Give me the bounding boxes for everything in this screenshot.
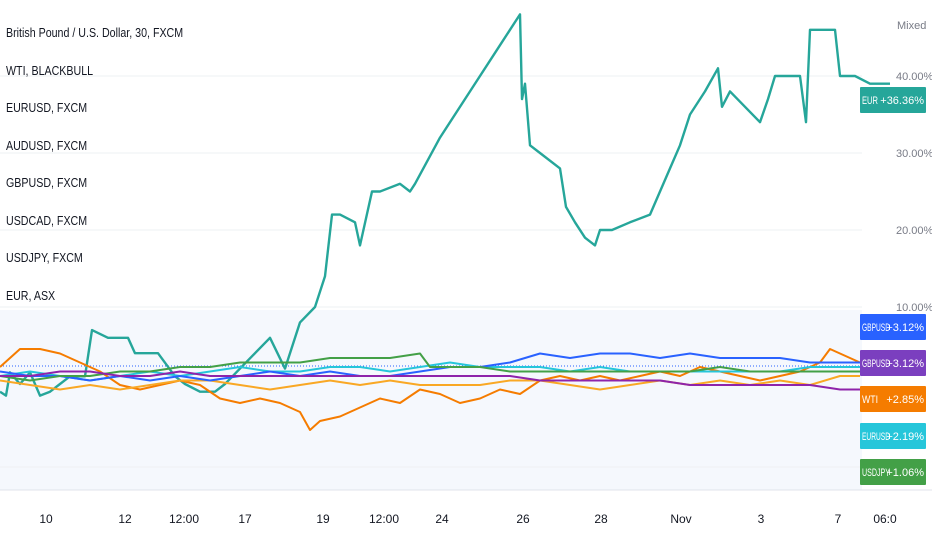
x-tick-label: 3 <box>758 512 765 526</box>
x-tick-label: 26 <box>516 512 530 526</box>
scale-mode-label[interactable]: Mixed <box>897 20 927 32</box>
price-label-badge <box>860 459 926 485</box>
time-scale[interactable]: 10 12 12:00 17 19 12:00 24 26 28 Nov 3 7 06:0 <box>0 489 932 526</box>
x-tick-label: 06:0 <box>873 512 897 526</box>
series-line-usdjpy <box>0 370 860 391</box>
price-label-name: EURUSD <box>862 431 890 443</box>
price-label-name: USDJPY <box>862 467 890 479</box>
price-label-name: GBPUSD <box>862 322 890 334</box>
y-tick-label: 40.00% <box>896 71 932 83</box>
x-tick-label: 12 <box>118 512 132 526</box>
series-line-audusd <box>0 375 860 391</box>
price-label-value: +3.12% <box>886 322 924 334</box>
price-label-name: GBPUSD <box>862 358 890 370</box>
series-line-usdcad <box>0 352 860 382</box>
legend-item-gbpusd[interactable]: GBPUSD, FXCM <box>6 175 88 190</box>
x-tick-label: Nov <box>670 512 691 526</box>
price-scale[interactable]: 10.00% 20.00% 30.00% 40.00% <box>896 71 932 314</box>
series-line-eur <box>0 13 890 397</box>
x-tick-label: 10 <box>39 512 53 526</box>
price-label-value: +2.19% <box>886 431 924 443</box>
legend-item-audusd[interactable]: AUDUSD, FXCM <box>6 137 88 153</box>
legend: British Pound / U.S. Dollar, 30, FXCM WT… <box>6 24 222 324</box>
price-label-value: +3.12% <box>886 358 924 370</box>
series-line-wti <box>0 348 861 431</box>
y-tick-label: 30.00% <box>896 148 932 160</box>
legend-item-usdjpy[interactable]: USDJPY, FXCM <box>6 250 83 265</box>
legend-item-usdcad[interactable]: USDCAD, FXCM <box>6 212 88 228</box>
y-tick-label: 10.00% <box>896 302 932 314</box>
x-tick-label: 19 <box>316 512 330 526</box>
price-label-name: EUR <box>862 95 878 107</box>
x-tick-label: 28 <box>594 512 608 526</box>
x-tick-label: 24 <box>435 512 449 526</box>
price-label-value: +2.85% <box>886 394 924 406</box>
legend-item-main[interactable]: British Pound / U.S. Dollar, 30, FXCM <box>6 25 184 40</box>
price-label-badge <box>860 423 926 449</box>
price-label-name: WTI <box>862 394 878 406</box>
price-label-badge <box>860 386 926 412</box>
x-tick-label: 12:00 <box>369 512 399 526</box>
price-label-badge <box>860 350 926 376</box>
x-tick-label: 17 <box>238 512 252 526</box>
grid <box>0 75 862 490</box>
legend-item-eur[interactable]: EUR, ASX <box>6 287 56 303</box>
price-label-badge <box>860 314 926 340</box>
plot-area <box>0 13 890 431</box>
series-line-gbpusd <box>0 352 860 382</box>
price-labels: EUR +36.36%GBPUSD+3.12%GBPUSD+3.12%WTI +2.… <box>860 87 926 485</box>
lower-pane-bg <box>0 310 862 490</box>
x-tick-label: 7 <box>835 512 842 526</box>
x-tick-label: 12:00 <box>169 512 199 526</box>
price-label-value: +36.36% <box>880 95 924 107</box>
price-label-value: +1.06% <box>886 467 924 479</box>
y-tick-label: 20.00% <box>896 225 932 237</box>
legend-item-eurusd[interactable]: EURUSD, FXCM <box>6 100 88 115</box>
legend-item-wti[interactable]: WTI, BLACKBULL <box>6 62 94 78</box>
price-label-badge <box>860 87 926 113</box>
